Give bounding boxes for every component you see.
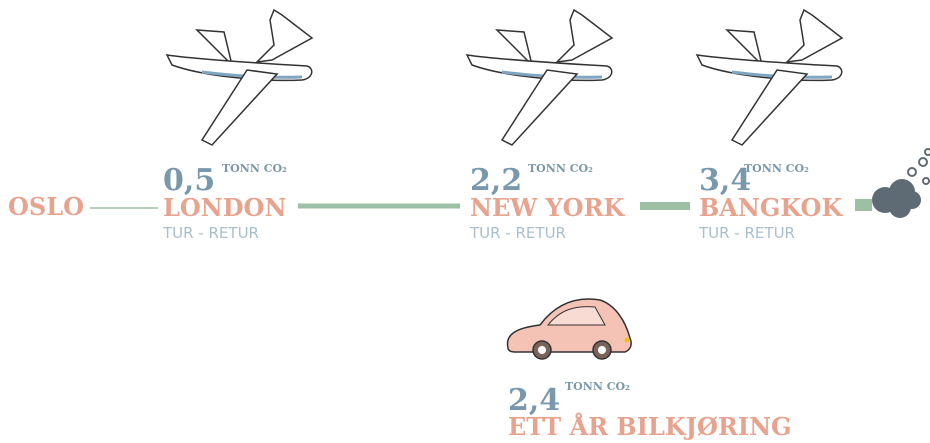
plane-icon bbox=[465, 8, 614, 147]
note: TUR - RETUR bbox=[469, 224, 566, 242]
value: 2,4 bbox=[508, 383, 560, 418]
unit: TONN CO₂ bbox=[222, 162, 287, 175]
destination: BANGKOK bbox=[699, 193, 843, 222]
unit: TONN CO₂ bbox=[744, 162, 809, 175]
value: 3,4 bbox=[699, 163, 751, 198]
note: TUR - RETUR bbox=[162, 224, 259, 242]
car-icon bbox=[506, 298, 632, 360]
unit: TONN CO₂ bbox=[528, 162, 593, 175]
plane-icon bbox=[165, 8, 314, 147]
note: TUR - RETUR bbox=[698, 224, 795, 242]
plane-icon bbox=[695, 8, 844, 147]
smoke-cloud bbox=[872, 148, 930, 218]
unit: TONN CO₂ bbox=[565, 380, 630, 393]
destination: LONDON bbox=[163, 193, 286, 222]
value: 0,5 bbox=[163, 163, 215, 198]
destination: NEW YORK bbox=[470, 193, 626, 222]
value: 2,2 bbox=[470, 163, 522, 198]
car-label: ETT ÅR BILKJØRING bbox=[508, 412, 792, 441]
origin: OSLO bbox=[8, 192, 84, 221]
